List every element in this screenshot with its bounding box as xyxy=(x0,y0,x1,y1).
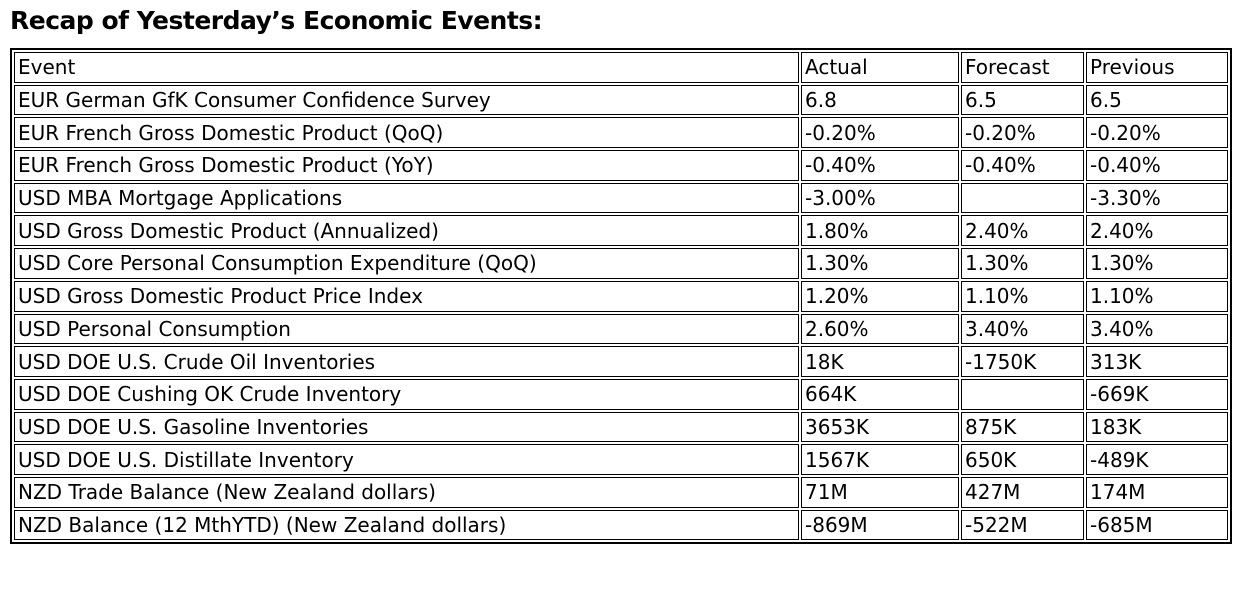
actual-cell: 18K xyxy=(801,346,959,377)
event-cell: USD Personal Consumption xyxy=(14,313,799,345)
previous-cell: 313K xyxy=(1086,346,1228,377)
forecast-cell: 650K xyxy=(961,444,1084,475)
actual-cell: -0.40% xyxy=(801,150,959,181)
forecast-cell: -1750K xyxy=(961,346,1084,377)
event-cell: EUR French Gross Domestic Product (QoQ) xyxy=(14,117,799,149)
previous-cell: 2.40% xyxy=(1086,215,1228,247)
forecast-cell: -0.40% xyxy=(961,150,1084,181)
table-body: EUR German GfK Consumer Confidence Surve… xyxy=(14,84,1228,541)
actual-cell: 2.60% xyxy=(801,313,959,345)
previous-cell: -669K xyxy=(1086,378,1228,410)
page-title: Recap of Yesterday’s Economic Events: xyxy=(10,6,543,35)
event-cell: USD Gross Domestic Product (Annualized) xyxy=(14,215,799,247)
column-header-forecast: Forecast xyxy=(961,52,1084,83)
forecast-cell: 1.30% xyxy=(961,248,1084,279)
forecast-cell: -522M xyxy=(961,509,1084,541)
actual-cell: -0.20% xyxy=(801,117,959,149)
event-cell: NZD Balance (12 MthYTD) (New Zealand dol… xyxy=(14,509,799,541)
table-row: EUR French Gross Domestic Product (QoQ) -… xyxy=(14,117,1228,149)
page: Recap of Yesterday’s Economic Events: Ev… xyxy=(10,6,1232,545)
forecast-cell: -0.20% xyxy=(961,117,1084,149)
table-row: EUR French Gross Domestic Product (YoY) -… xyxy=(14,150,1228,181)
forecast-cell xyxy=(961,378,1084,410)
table-row: NZD Balance (12 MthYTD) (New Zealand dol… xyxy=(14,509,1228,541)
actual-cell: 6.8 xyxy=(801,84,959,116)
actual-cell: 1.30% xyxy=(801,248,959,279)
column-header-event: Event xyxy=(14,52,799,83)
actual-cell: 664K xyxy=(801,378,959,410)
previous-cell: -0.20% xyxy=(1086,117,1228,149)
table-row: NZD Trade Balance (New Zealand dollars) 7… xyxy=(14,476,1228,508)
forecast-cell: 1.10% xyxy=(961,280,1084,312)
table-row: USD Gross Domestic Product (Annualized) 1… xyxy=(14,215,1228,247)
table-row: USD DOE Cushing OK Crude Inventory 664K -6… xyxy=(14,378,1228,410)
actual-cell: 1.20% xyxy=(801,280,959,312)
table-row: USD MBA Mortgage Applications -3.00% -3.30… xyxy=(14,182,1228,214)
event-cell: USD Gross Domestic Product Price Index xyxy=(14,280,799,312)
event-cell: USD DOE U.S. Gasoline Inventories xyxy=(14,411,799,443)
event-cell: USD Core Personal Consumption Expenditur… xyxy=(14,248,799,279)
event-cell: USD DOE Cushing OK Crude Inventory xyxy=(14,378,799,410)
forecast-cell xyxy=(961,182,1084,214)
actual-cell: -869M xyxy=(801,509,959,541)
forecast-cell: 2.40% xyxy=(961,215,1084,247)
table-row: USD DOE U.S. Crude Oil Inventories 18K -17… xyxy=(14,346,1228,377)
previous-cell: -489K xyxy=(1086,444,1228,475)
actual-cell: 3653K xyxy=(801,411,959,443)
previous-cell: -3.30% xyxy=(1086,182,1228,214)
table-row: USD Core Personal Consumption Expenditur… xyxy=(14,248,1228,279)
table-row: USD DOE U.S. Gasoline Inventories 3653K 87… xyxy=(14,411,1228,443)
actual-cell: 71M xyxy=(801,476,959,508)
forecast-cell: 875K xyxy=(961,411,1084,443)
event-cell: EUR German GfK Consumer Confidence Surve… xyxy=(14,84,799,116)
previous-cell: 3.40% xyxy=(1086,313,1228,345)
event-cell: NZD Trade Balance (New Zealand dollars) xyxy=(14,476,799,508)
actual-cell: 1.80% xyxy=(801,215,959,247)
previous-cell: -0.40% xyxy=(1086,150,1228,181)
economic-events-table: Event Actual Forecast Previous EUR German G… xyxy=(10,48,1232,545)
event-cell: EUR French Gross Domestic Product (YoY) xyxy=(14,150,799,181)
column-header-actual: Actual xyxy=(801,52,959,83)
forecast-cell: 427M xyxy=(961,476,1084,508)
actual-cell: 1567K xyxy=(801,444,959,475)
previous-cell: 1.30% xyxy=(1086,248,1228,279)
table-row: USD Gross Domestic Product Price Index 1.… xyxy=(14,280,1228,312)
table-row: USD DOE U.S. Distillate Inventory 1567K 65… xyxy=(14,444,1228,475)
event-cell: USD DOE U.S. Distillate Inventory xyxy=(14,444,799,475)
previous-cell: 174M xyxy=(1086,476,1228,508)
forecast-cell: 3.40% xyxy=(961,313,1084,345)
event-cell: USD MBA Mortgage Applications xyxy=(14,182,799,214)
table-header-row: Event Actual Forecast Previous xyxy=(14,52,1228,83)
table-row: USD Personal Consumption 2.60% 3.40% 3.40% xyxy=(14,313,1228,345)
actual-cell: -3.00% xyxy=(801,182,959,214)
previous-cell: 6.5 xyxy=(1086,84,1228,116)
forecast-cell: 6.5 xyxy=(961,84,1084,116)
previous-cell: 183K xyxy=(1086,411,1228,443)
event-cell: USD DOE U.S. Crude Oil Inventories xyxy=(14,346,799,377)
table-row: EUR German GfK Consumer Confidence Surve… xyxy=(14,84,1228,116)
column-header-previous: Previous xyxy=(1086,52,1228,83)
previous-cell: 1.10% xyxy=(1086,280,1228,312)
previous-cell: -685M xyxy=(1086,509,1228,541)
